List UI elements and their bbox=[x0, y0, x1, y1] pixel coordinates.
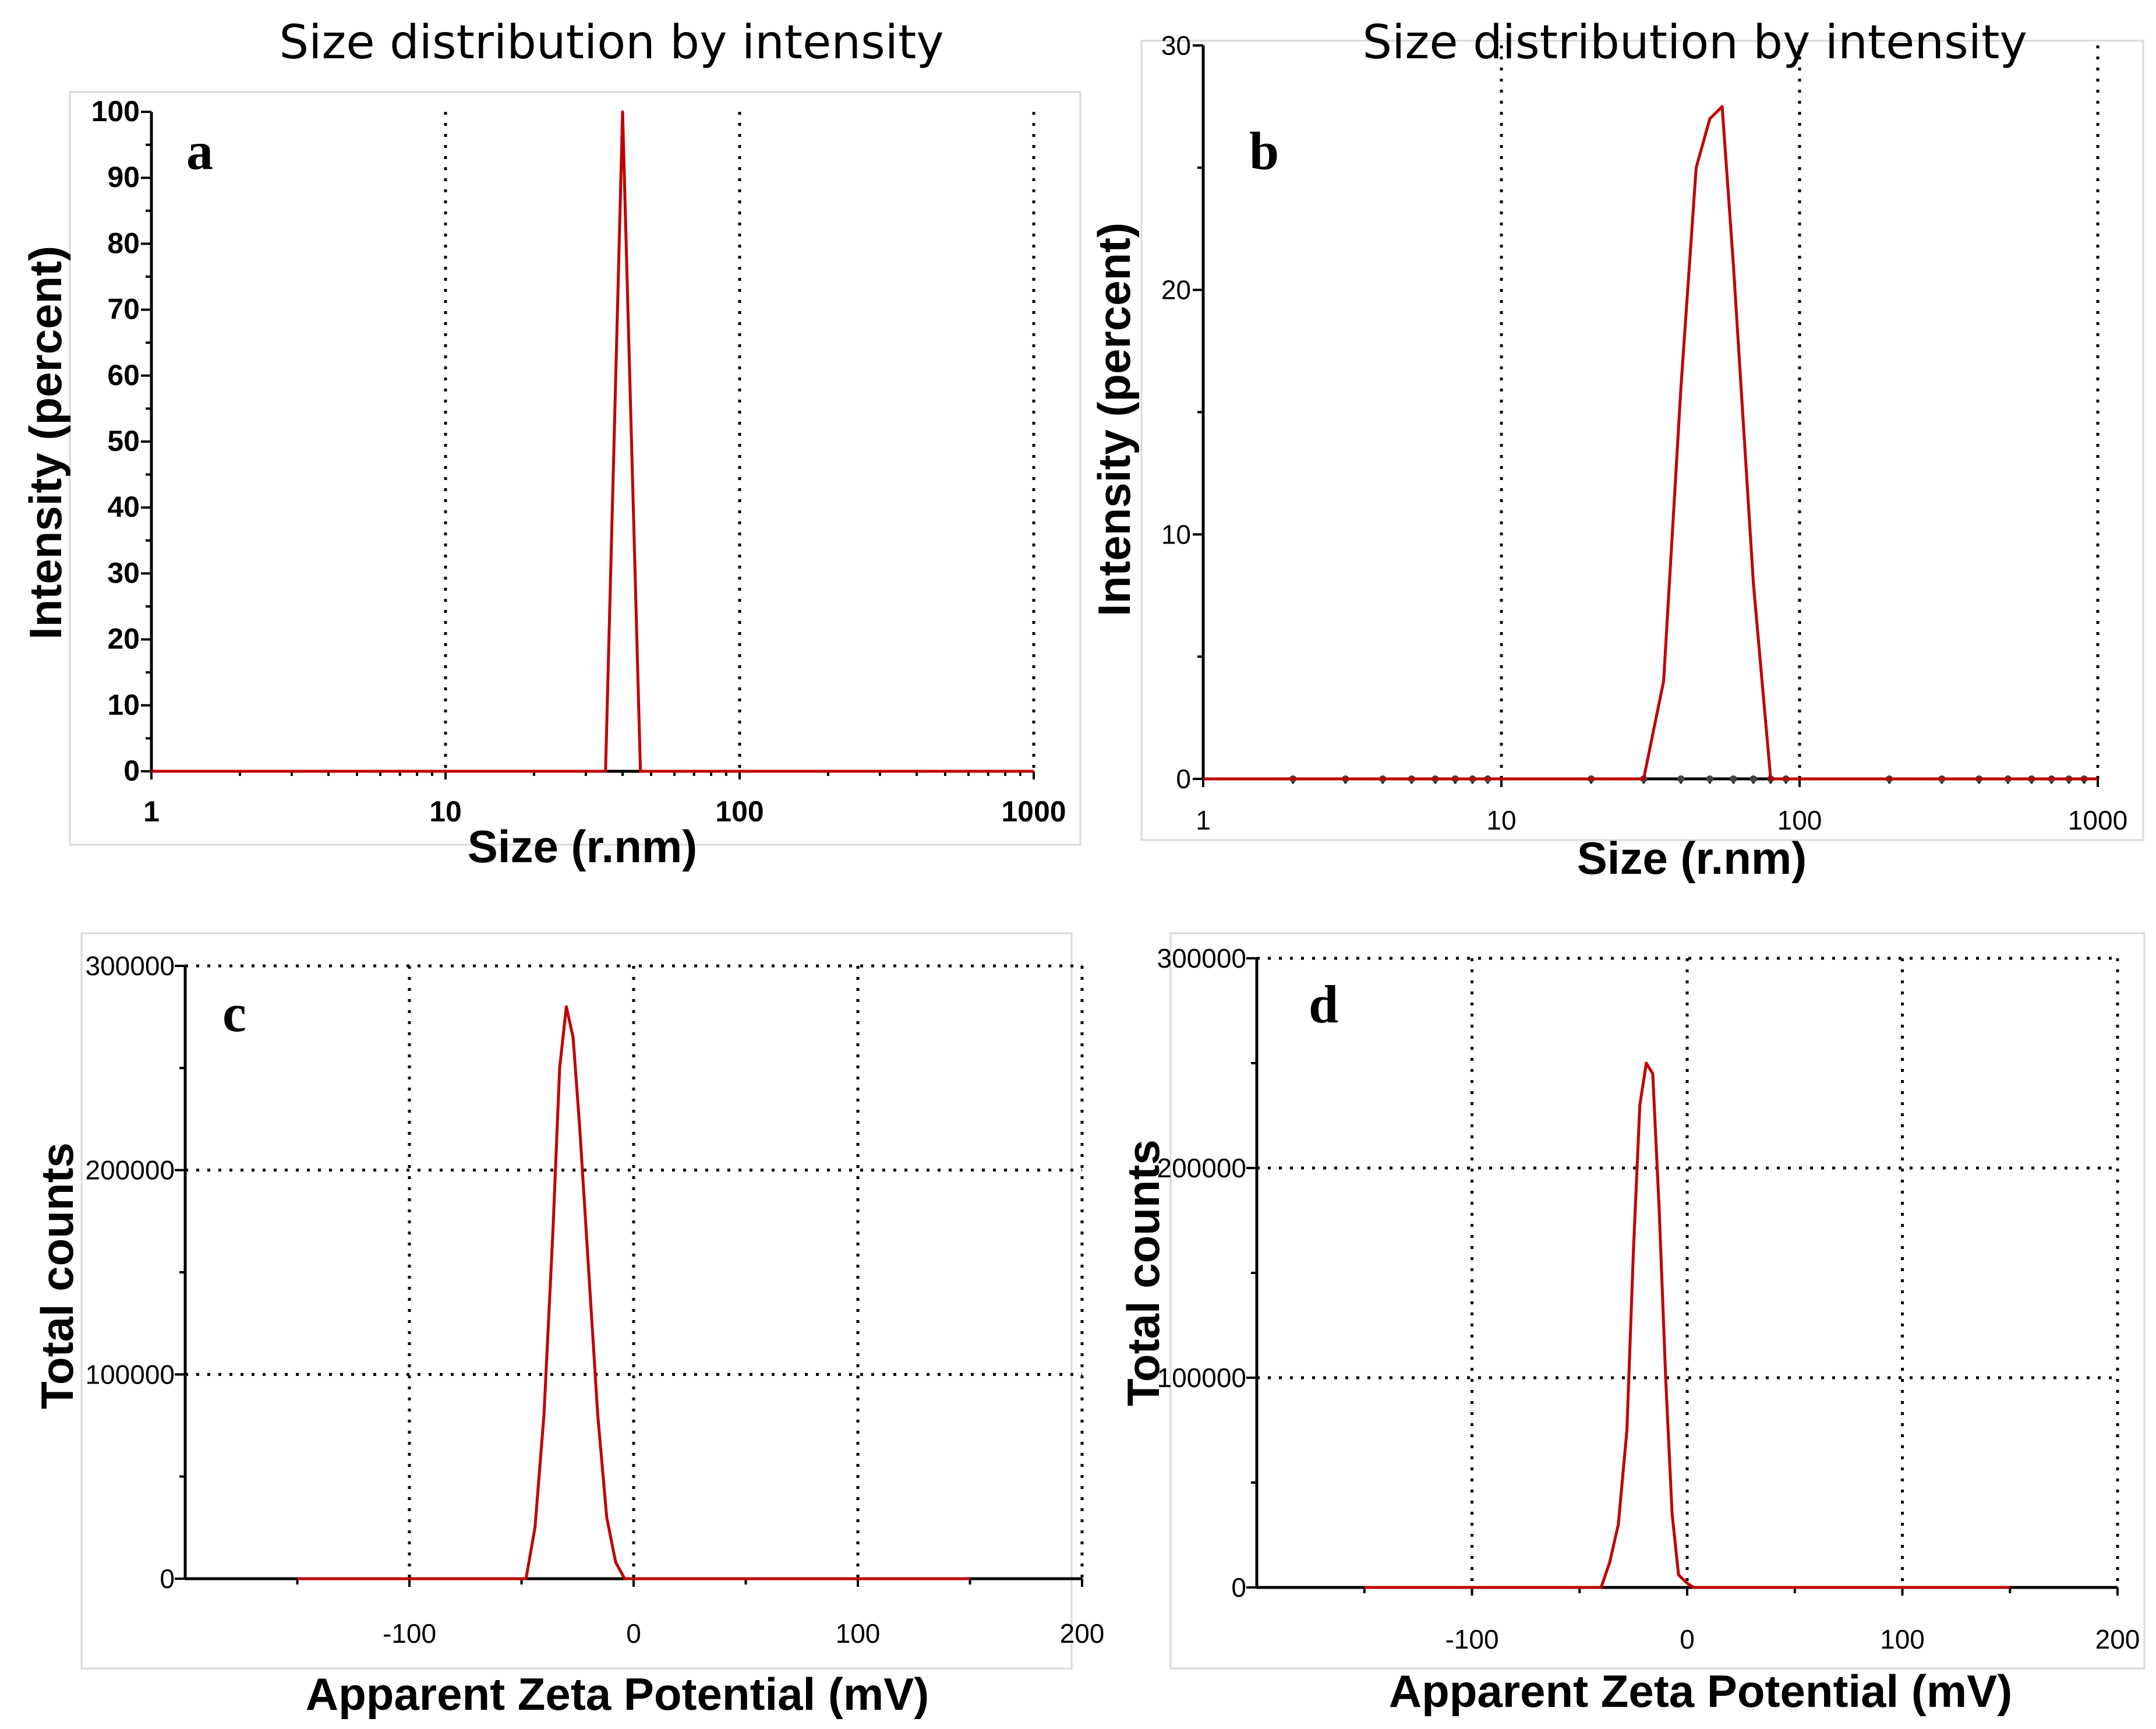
y-tick-label: 60 bbox=[107, 359, 140, 391]
y-tick-label: 0 bbox=[123, 754, 140, 787]
y-axis-title: Intensity (percent) bbox=[1088, 223, 1140, 616]
y-axis-title: Intensity (percent) bbox=[20, 246, 71, 640]
y-tick-label: 300000 bbox=[1157, 943, 1247, 973]
x-tick-label: 100 bbox=[1777, 805, 1822, 835]
y-tick-label: 70 bbox=[107, 293, 140, 326]
y-tick-label: 200000 bbox=[86, 1155, 175, 1185]
baseline-dot bbox=[1706, 775, 1713, 782]
panel-letter-c: c bbox=[222, 983, 246, 1043]
x-tick-label: 100 bbox=[1880, 1624, 1925, 1654]
y-axis-title: Total counts bbox=[1118, 1139, 1169, 1406]
baseline-dot bbox=[1749, 775, 1757, 782]
y-tick-label: 0 bbox=[160, 1564, 175, 1594]
y-tick-label: 10 bbox=[107, 689, 140, 721]
y-tick-label: 30 bbox=[1161, 30, 1191, 61]
y-tick-label: 0 bbox=[1231, 1572, 1246, 1603]
y-tick-label: 100000 bbox=[86, 1359, 175, 1389]
y-tick-label: 100 bbox=[91, 95, 140, 128]
x-tick-label: 0 bbox=[626, 1618, 641, 1649]
x-tick-label: 0 bbox=[1680, 1624, 1695, 1654]
x-tick-label: -100 bbox=[1445, 1624, 1498, 1654]
x-tick-label: 200 bbox=[1060, 1618, 1105, 1649]
y-tick-label: 100000 bbox=[1157, 1363, 1247, 1393]
x-axis-title: Size (r.nm) bbox=[468, 821, 697, 872]
x-axis-title: Apparent Zeta Potential (mV) bbox=[306, 1668, 929, 1720]
y-tick-label: 20 bbox=[1161, 275, 1191, 305]
baseline-dot bbox=[1677, 775, 1685, 782]
series-line-d bbox=[1364, 1061, 2010, 1589]
x-tick-label: 1000 bbox=[1001, 795, 1066, 828]
y-tick-label: 200000 bbox=[1157, 1153, 1247, 1183]
panel-frame bbox=[1140, 40, 2144, 841]
x-axis-title: Size (r.nm) bbox=[1577, 832, 1807, 884]
panel-letter-b: b bbox=[1249, 121, 1279, 181]
panel-frame bbox=[80, 932, 1073, 1670]
x-tick-label: 1 bbox=[1196, 805, 1211, 835]
x-axis-title: Apparent Zeta Potential (mV) bbox=[1389, 1666, 2012, 1717]
x-tick-label: 200 bbox=[2095, 1624, 2140, 1654]
x-tick-label: -100 bbox=[383, 1618, 436, 1649]
panel-letter-d: d bbox=[1309, 975, 1338, 1034]
chart-panel-c: 0 100000 200000 300000 -100 0 100 200 c Apparent … bbox=[31, 932, 1105, 1720]
x-tick-label: 10 bbox=[429, 795, 462, 828]
series-line-a bbox=[151, 110, 1034, 773]
y-tick-label: 50 bbox=[107, 425, 140, 457]
chart-panel-d: 0 100000 200000 300000 -100 0 100 200 d Apparent … bbox=[1118, 932, 2146, 1717]
panel-letter-a: a bbox=[186, 121, 213, 181]
y-tick-label: 80 bbox=[107, 227, 140, 259]
chart-title: Size distribution by intensity bbox=[1362, 15, 2027, 69]
y-axis-title: Total counts bbox=[31, 1142, 83, 1409]
baseline-dot bbox=[1730, 775, 1737, 782]
series-line-b bbox=[1203, 105, 2098, 781]
x-tick-label: 1 bbox=[143, 795, 160, 828]
y-tick-label: 300000 bbox=[86, 951, 175, 981]
y-tick-label: 20 bbox=[107, 623, 140, 655]
panel-frame bbox=[1169, 932, 2146, 1670]
x-tick-label: 1000 bbox=[2068, 805, 2127, 835]
chart-title: Size distribution by intensity bbox=[279, 15, 943, 69]
y-tick-label: 0 bbox=[1176, 764, 1191, 794]
x-tick-label: 100 bbox=[836, 1618, 881, 1649]
y-tick-label: 40 bbox=[107, 491, 140, 523]
y-tick-label: 10 bbox=[1161, 519, 1191, 549]
series-line-c bbox=[297, 1005, 970, 1580]
x-tick-label: 10 bbox=[1486, 805, 1516, 835]
chart-panel-b: 0 10 20 30 1 10 100 1000 b Size distribution by i… bbox=[1088, 15, 2144, 884]
y-tick-label: 30 bbox=[107, 556, 140, 589]
y-tick-label: 90 bbox=[107, 161, 140, 193]
x-tick-label: 100 bbox=[715, 795, 764, 828]
panel-frame bbox=[69, 91, 1081, 846]
